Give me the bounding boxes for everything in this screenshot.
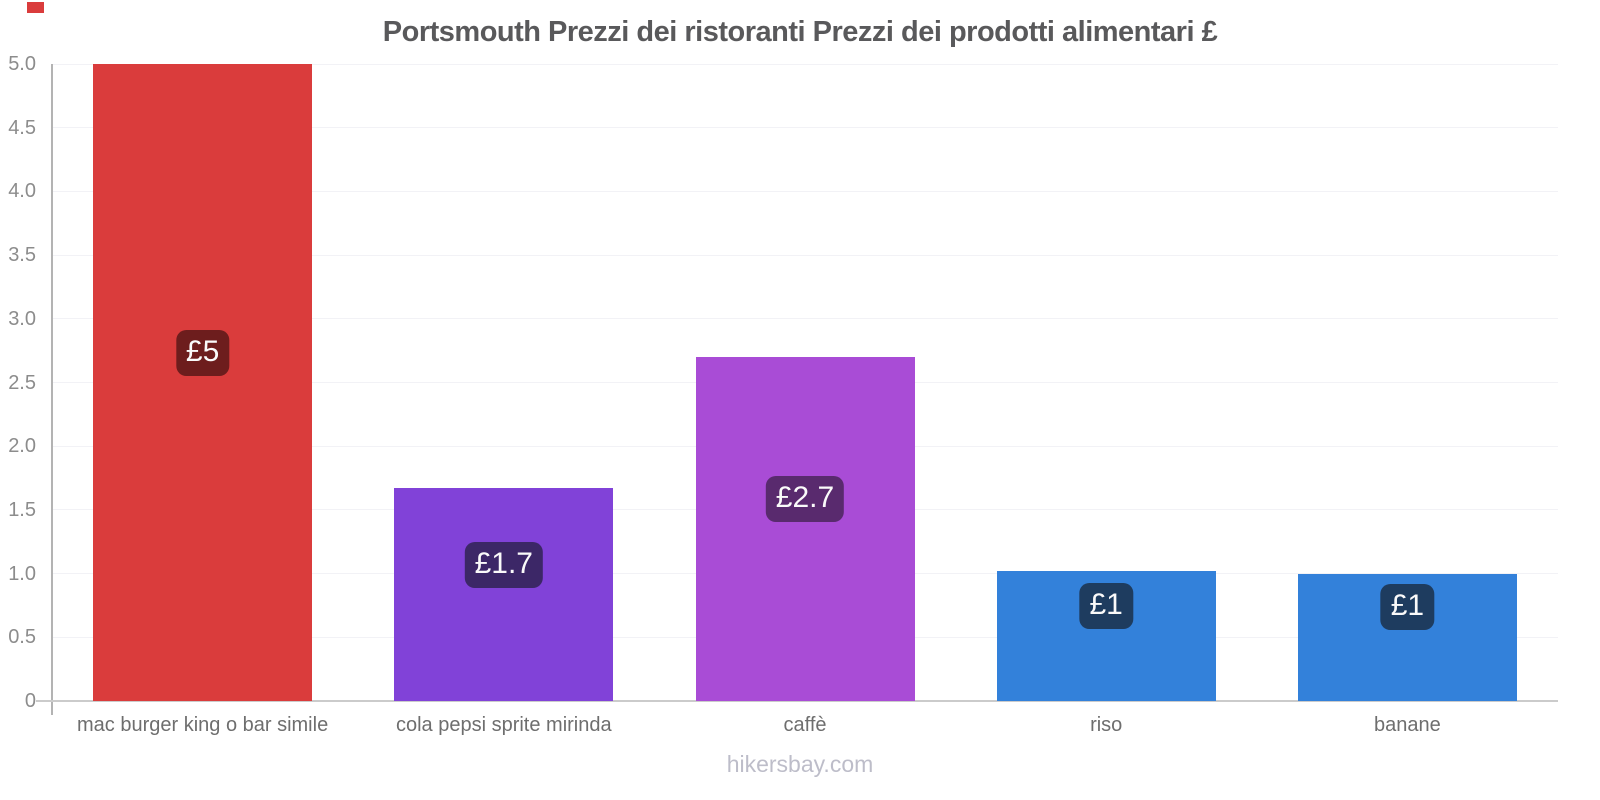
bar-5[interactable]: £1 [1297,573,1517,701]
y-axis-tick-label: 3.0 [8,307,36,330]
y-axis-tick-label: 0 [24,690,36,712]
x-axis-label: caffè [783,714,827,736]
y-axis-line [51,64,53,715]
bar-value-badge: £2.7 [765,476,845,522]
y-axis-tick-label: 2.5 [8,371,36,394]
y-axis-tick-label: 3.5 [8,244,36,267]
gridline [52,254,1558,256]
y-axis-tick-label: 1.0 [8,562,36,585]
y-axis-tick-label: 1.5 [8,498,36,521]
gridline [52,318,1558,320]
y-axis-tick-label: 2.0 [8,435,36,458]
bar-value-badge: £1 [1380,584,1435,631]
x-axis-label: banane [1374,714,1441,736]
gridline [52,127,1558,129]
bar-1[interactable]: £5 [93,64,313,701]
bar-value-badge: £5 [175,329,230,376]
chart-title: Portsmouth Prezzi dei ristoranti Prezzi … [382,16,1218,48]
bar-3[interactable]: £2.7 [695,357,915,701]
gridline [52,190,1558,192]
x-axis-label: riso [1090,714,1123,736]
x-axis-line [36,700,1558,702]
bar-value-badge: £1.7 [464,541,543,588]
y-axis-tick-label: 0.5 [8,626,36,649]
bar-2[interactable]: £1.7 [394,488,614,701]
bar-value-badge: £1 [1079,583,1133,630]
x-axis-label: cola pepsi sprite mirinda [395,714,612,736]
bar-4[interactable]: £1 [996,571,1216,701]
y-axis-tick-label: 5.0 [8,53,36,75]
y-axis-tick-label: 4.5 [8,116,36,139]
x-axis-label: mac burger king o bar simile [76,714,329,736]
corner-accent-mark [27,2,44,13]
watermark-text: hikersbay.com [726,751,874,777]
gridline [52,63,1558,65]
y-axis-tick-label: 4.0 [8,180,36,203]
